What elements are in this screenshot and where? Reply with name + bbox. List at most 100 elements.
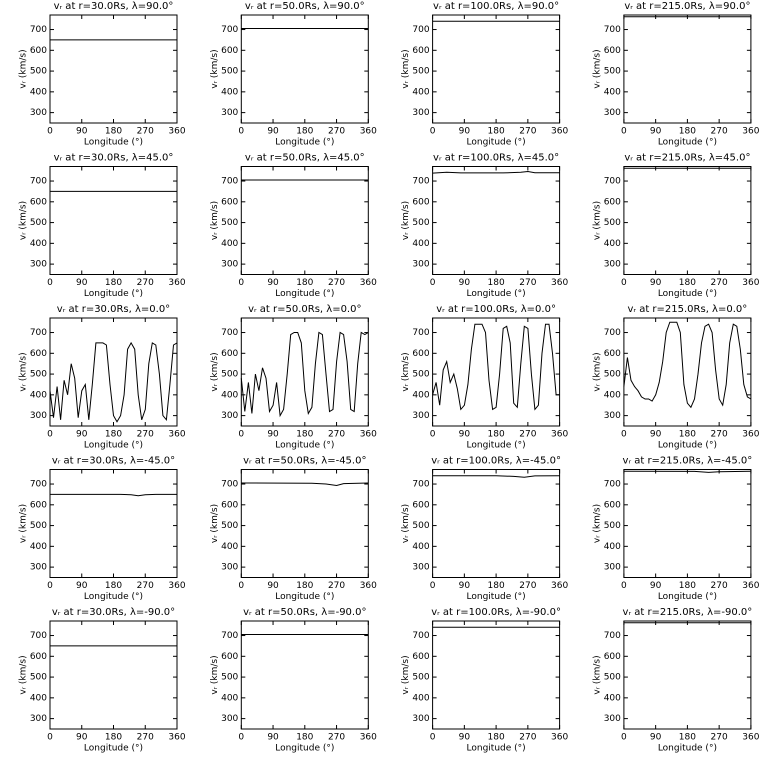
x-tick-label: 90 — [267, 733, 279, 743]
y-tick-label: 400 — [412, 693, 429, 703]
x-tick-label: 0 — [430, 581, 436, 591]
y-tick-label: 700 — [221, 25, 238, 35]
x-tick-label: 270 — [711, 733, 728, 743]
data-line — [50, 493, 177, 497]
x-tick-label: 180 — [488, 733, 505, 743]
y-tick-label: 500 — [221, 673, 238, 683]
plot-frame — [432, 620, 561, 730]
x-tick-label: 90 — [267, 127, 279, 137]
y-tick-label: 400 — [412, 87, 429, 97]
y-tick-label: 600 — [30, 652, 47, 662]
y-tick-label: 600 — [30, 500, 47, 510]
x-tick-label: 0 — [238, 278, 244, 288]
x-tick-label: 180 — [105, 733, 122, 743]
chart-title: vᵣ at r=30.0Rs, λ=-90.0° — [52, 607, 175, 618]
x-tick-label: 180 — [105, 581, 122, 591]
x-tick-label: 90 — [267, 278, 279, 288]
y-tick-label: 500 — [30, 673, 47, 683]
y-tick-label: 600 — [604, 349, 621, 359]
x-axis-label: Longitude (°) — [658, 441, 717, 451]
y-tick-label: 400 — [604, 87, 621, 97]
x-tick-label: 90 — [76, 733, 88, 743]
x-tick-label: 0 — [238, 581, 244, 591]
x-tick-label: 360 — [168, 733, 185, 743]
x-tick-label: 180 — [679, 127, 696, 137]
y-tick-label: 300 — [221, 563, 238, 573]
x-axis-label: Longitude (°) — [467, 744, 526, 754]
x-axis-label: Longitude (°) — [84, 592, 143, 602]
y-tick-label: 700 — [30, 177, 47, 187]
x-axis-label: Longitude (°) — [658, 744, 717, 754]
plot-frame — [49, 14, 178, 124]
x-tick-label: 360 — [742, 127, 759, 137]
x-tick-label: 90 — [459, 581, 471, 591]
x-axis-label: Longitude (°) — [658, 138, 717, 148]
x-tick-label: 90 — [459, 733, 471, 743]
x-tick-label: 180 — [679, 430, 696, 440]
y-tick-label: 500 — [604, 218, 621, 228]
chart-title: vᵣ at r=215.0Rs, λ=0.0° — [628, 304, 748, 315]
plot-frame — [49, 317, 178, 427]
y-tick-label: 500 — [412, 218, 429, 228]
y-axis-label: vᵣ (km/s) — [592, 201, 602, 240]
y-axis-label: vᵣ (km/s) — [19, 201, 29, 240]
chart-title: vᵣ at r=50.0Rs, λ=-90.0° — [243, 607, 366, 618]
chart-title: vᵣ at r=100.0Rs, λ=0.0° — [436, 304, 556, 315]
y-tick-label: 500 — [604, 521, 621, 531]
y-tick-label: 700 — [604, 25, 621, 35]
y-tick-label: 400 — [221, 693, 238, 703]
y-tick-label: 400 — [30, 390, 47, 400]
plot-frame — [623, 166, 752, 275]
y-tick-label: 600 — [604, 46, 621, 56]
chart-title: vᵣ at r=50.0Rs, λ=45.0° — [245, 153, 365, 164]
x-tick-label: 180 — [296, 127, 313, 137]
chart-title: vᵣ at r=30.0Rs, λ=45.0° — [54, 153, 174, 164]
x-tick-label: 180 — [296, 581, 313, 591]
x-tick-label: 0 — [238, 733, 244, 743]
x-axis-label: Longitude (°) — [467, 289, 526, 299]
y-axis-label: vᵣ (km/s) — [401, 655, 411, 694]
plot-frame — [49, 620, 178, 730]
y-tick-label: 400 — [30, 693, 47, 703]
y-axis-label: vᵣ (km/s) — [592, 655, 602, 694]
y-tick-label: 300 — [604, 714, 621, 724]
x-tick-label: 360 — [360, 127, 377, 137]
x-tick-label: 270 — [711, 581, 728, 591]
plot-frame — [240, 14, 369, 124]
x-axis-label: Longitude (°) — [84, 138, 143, 148]
plot-frame — [240, 620, 369, 730]
y-tick-label: 400 — [604, 390, 621, 400]
x-tick-label: 360 — [360, 733, 377, 743]
plot-frame — [240, 469, 369, 578]
y-tick-label: 700 — [221, 480, 238, 490]
y-tick-label: 600 — [221, 652, 238, 662]
data-line — [623, 321, 752, 409]
x-tick-label: 360 — [551, 581, 568, 591]
x-tick-label: 360 — [742, 278, 759, 288]
x-tick-label: 0 — [430, 430, 436, 440]
x-tick-label: 270 — [137, 430, 154, 440]
y-axis-label: vᵣ (km/s) — [210, 352, 220, 391]
x-axis-label: Longitude (°) — [275, 138, 334, 148]
y-axis-label: vᵣ (km/s) — [401, 504, 411, 543]
x-tick-label: 270 — [711, 127, 728, 137]
y-axis-label: vᵣ (km/s) — [592, 504, 602, 543]
y-tick-label: 700 — [30, 328, 47, 338]
y-tick-label: 700 — [604, 480, 621, 490]
x-tick-label: 270 — [328, 278, 345, 288]
y-tick-label: 400 — [604, 693, 621, 703]
y-tick-label: 400 — [604, 542, 621, 552]
y-tick-label: 300 — [412, 563, 429, 573]
x-tick-label: 180 — [296, 430, 313, 440]
x-tick-label: 0 — [621, 278, 627, 288]
y-tick-label: 400 — [221, 87, 238, 97]
y-tick-label: 600 — [30, 349, 47, 359]
y-tick-label: 400 — [221, 390, 238, 400]
data-line — [432, 475, 560, 478]
x-axis-label: Longitude (°) — [658, 289, 717, 299]
y-tick-label: 700 — [412, 177, 429, 187]
x-axis-label: Longitude (°) — [275, 289, 334, 299]
data-line — [49, 341, 178, 423]
plot-frame — [432, 14, 561, 124]
